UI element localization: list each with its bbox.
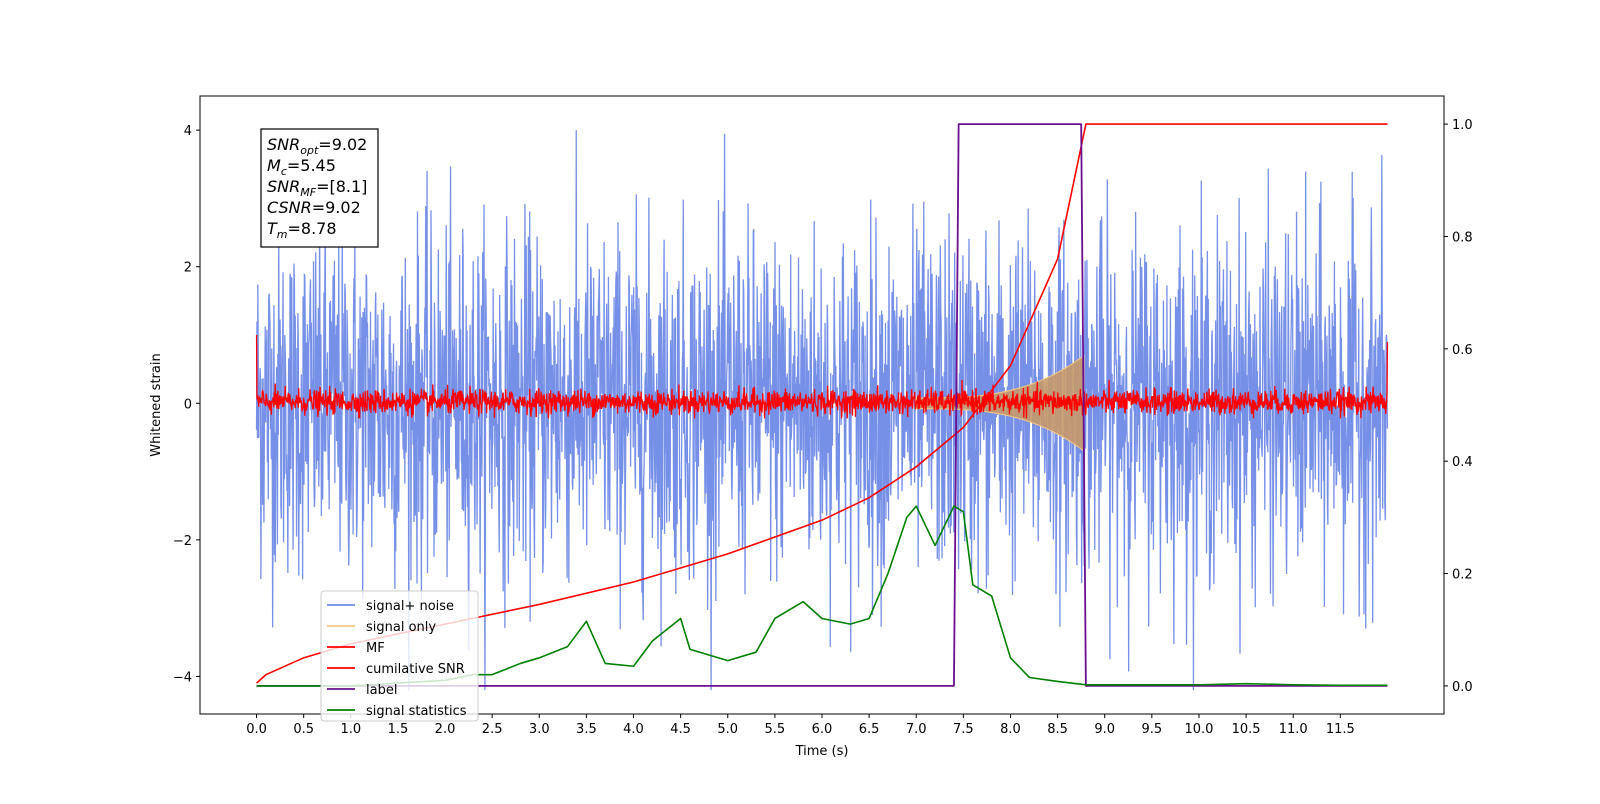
y-right-tick-label: 0.4 [1452, 455, 1473, 470]
legend-label: signal only [366, 620, 436, 635]
legend-label: cumilative SNR [366, 662, 465, 677]
x-tick-label: 10.5 [1232, 722, 1261, 737]
x-tick-label: 11.5 [1326, 722, 1355, 737]
y-right-tick-label: 0.8 [1452, 230, 1473, 245]
x-tick-label: 8.0 [1000, 722, 1021, 737]
y-right-tick-label: 0.6 [1452, 343, 1473, 358]
x-tick-label: 8.5 [1047, 722, 1068, 737]
y-axis-label: Whitened strain [149, 353, 164, 456]
x-tick-label: 1.0 [340, 722, 361, 737]
x-tick-label: 11.0 [1279, 722, 1308, 737]
x-tick-label: 0.0 [246, 722, 267, 737]
x-tick-label: 2.0 [435, 722, 456, 737]
x-tick-label: 3.0 [529, 722, 550, 737]
y-left-tick-label: 4 [184, 124, 192, 139]
x-tick-label: 6.5 [859, 722, 880, 737]
x-tick-label: 3.5 [576, 722, 597, 737]
x-tick-label: 7.5 [953, 722, 974, 737]
x-tick-label: 5.5 [765, 722, 786, 737]
y-right-tick-label: 0.2 [1452, 568, 1473, 583]
y-right-tick-label: 1.0 [1452, 118, 1473, 133]
x-tick-label: 7.0 [906, 722, 927, 737]
x-ticks: 0.0 0.5 1.0 1.5 2.0 2.5 3.0 3.5 4.0 4.5 5.0 5.5 6.0 6… [246, 714, 1355, 737]
x-tick-label: 2.5 [482, 722, 503, 737]
series-label [256, 123, 1388, 687]
series-mf [255, 335, 1389, 419]
info-box-frame [260, 128, 379, 248]
y-ticks-left: 4 2 0 −2 −4 [173, 124, 200, 685]
legend: signal+ noise signal only MF cumilative SNR… [320, 590, 479, 722]
x-tick-label: 4.0 [623, 722, 644, 737]
x-tick-label: 5.0 [717, 722, 738, 737]
y-left-tick-label: 2 [184, 261, 192, 276]
info-line: CSNR=9.02 [267, 198, 361, 217]
info-line: SNRopt=9.02 [267, 135, 367, 157]
series-signal-noise [255, 130, 1389, 691]
legend-label: MF [366, 641, 385, 656]
legend-label: signal statistics [366, 704, 467, 719]
legend-label: label [366, 683, 397, 698]
y-left-tick-label: −4 [173, 670, 192, 685]
info-line: Tm=8.78 [267, 219, 337, 241]
y-left-tick-label: 0 [184, 397, 192, 412]
x-axis-label: Time (s) [795, 744, 849, 759]
info-line: SNRMF=[8.1] [267, 177, 367, 199]
x-tick-label: 1.5 [388, 722, 409, 737]
y-ticks-right: 1.0 0.8 0.6 0.4 0.2 0.0 [1444, 118, 1473, 695]
x-tick-label: 4.5 [670, 722, 691, 737]
legend-frame [320, 590, 479, 722]
x-tick-label: 9.5 [1142, 722, 1163, 737]
legend-label: signal+ noise [366, 599, 454, 614]
y-left-tick-label: −2 [173, 534, 192, 549]
y-right-tick-label: 0.0 [1452, 680, 1473, 695]
x-tick-label: 0.5 [293, 722, 314, 737]
info-line: Mc=5.45 [267, 156, 336, 178]
x-tick-label: 9.0 [1094, 722, 1115, 737]
series-signal-statistics [256, 505, 1388, 687]
x-tick-label: 10.0 [1184, 722, 1213, 737]
x-tick-label: 6.0 [812, 722, 833, 737]
